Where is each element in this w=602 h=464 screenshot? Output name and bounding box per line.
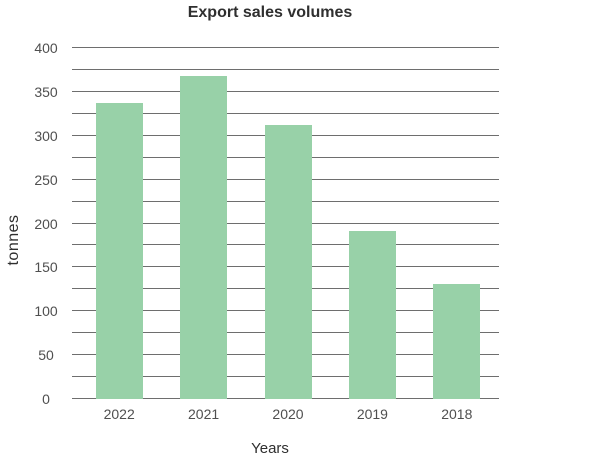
xtick-label-2019: 2019 <box>356 406 388 422</box>
ytick-label-50: 50 <box>38 347 54 364</box>
ytick-label-0: 0 <box>42 391 50 407</box>
ytick-label-350: 350 <box>34 83 58 100</box>
xtick-label-2022: 2022 <box>103 406 135 422</box>
bar-2020 <box>264 125 312 399</box>
gridline-400 <box>72 47 499 48</box>
bar-2018 <box>433 284 481 399</box>
x-axis-title: Years <box>251 440 289 457</box>
xtick-label-2020: 2020 <box>272 406 304 422</box>
gridline-325 <box>72 112 499 114</box>
y-axis-tick-labels: 0 50 100 150 200 250 300 350 400 <box>28 41 64 406</box>
ytick-label-400: 400 <box>34 40 58 56</box>
bar-2022 <box>95 103 143 399</box>
chart-title: Export sales volumes <box>187 4 353 21</box>
bar-2019 <box>348 231 396 399</box>
ytick-label-300: 300 <box>34 127 58 144</box>
ytick-label-150: 150 <box>34 259 58 276</box>
xtick-label-2018: 2018 <box>441 406 473 422</box>
ytick-label-200: 200 <box>34 215 58 232</box>
ytick-label-250: 250 <box>34 171 58 188</box>
y-axis-title: tonnes <box>5 214 22 266</box>
bar-2021 <box>180 76 228 399</box>
x-axis-tick-labels: 2022 2021 2020 2019 2018 <box>77 406 499 424</box>
gridline-375 <box>72 68 499 70</box>
gridline-350 <box>72 90 499 92</box>
ytick-label-100: 100 <box>34 303 58 320</box>
plot-area <box>72 47 499 399</box>
xtick-label-2021: 2021 <box>188 406 220 422</box>
